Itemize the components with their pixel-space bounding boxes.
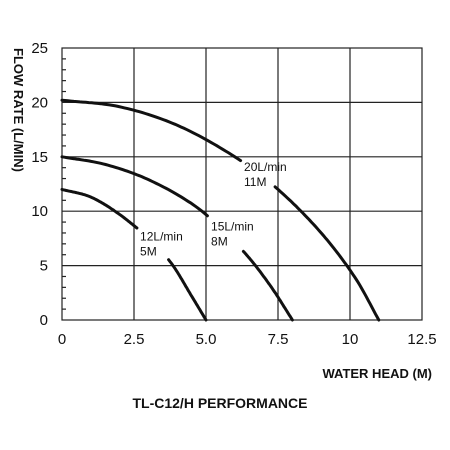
x-axis-title: WATER HEAD (M) <box>322 366 432 381</box>
y-tick-label: 20 <box>31 94 48 111</box>
curve-3-segment-1 <box>60 98 243 163</box>
chart-grid <box>61 47 423 321</box>
curve-2-segment-2 <box>241 249 294 322</box>
curve-label: 5M <box>140 245 157 259</box>
curve-label: 12L/min <box>140 230 183 244</box>
chart-title: TL-C12/H PERFORMANCE <box>132 395 307 411</box>
x-tick-label: 7.5 <box>268 331 289 348</box>
y-tick-label: 5 <box>40 258 48 275</box>
curve-1-segment-2 <box>167 258 208 322</box>
y-axis-ticks: 0 5 10 15 20 25 <box>31 40 48 329</box>
x-tick-label: 2.5 <box>124 331 145 348</box>
y-axis-title: FLOW RATE (L/MIN) <box>11 48 26 172</box>
curve-2-segment-1 <box>60 155 209 218</box>
y-tick-label: 15 <box>31 149 48 166</box>
x-tick-label: 10 <box>342 331 359 348</box>
x-axis-ticks: 0 2.5 5.0 7.5 10 12.5 <box>58 331 437 348</box>
x-tick-label: 12.5 <box>407 331 436 348</box>
x-tick-label: 0 <box>58 331 66 348</box>
curve-label: 20L/min <box>244 160 287 174</box>
curve-label: 15L/min <box>211 219 254 233</box>
curve-label: 8M <box>211 234 228 248</box>
curve-label: 11M <box>244 175 266 189</box>
curve-3-segment-2 <box>273 185 381 322</box>
curve-1-segment-1 <box>60 187 139 230</box>
y-tick-label: 25 <box>31 40 48 57</box>
y-tick-label: 0 <box>40 312 48 329</box>
chart-curves <box>60 98 381 322</box>
y-tick-label: 10 <box>31 203 48 220</box>
x-tick-label: 5.0 <box>196 331 217 348</box>
plot-frame <box>61 47 423 321</box>
